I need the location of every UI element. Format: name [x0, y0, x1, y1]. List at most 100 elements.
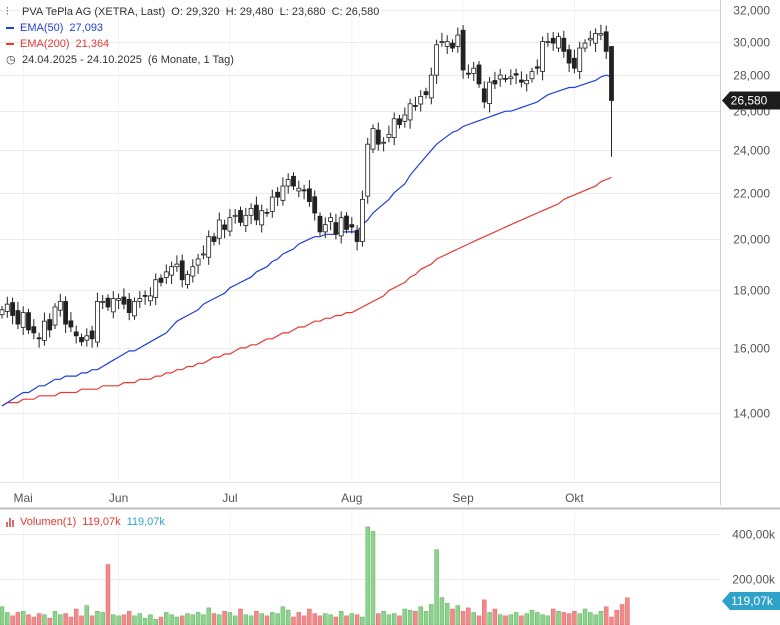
candle[interactable]: [582, 39, 588, 52]
candle[interactable]: [232, 209, 238, 224]
volume-bar[interactable]: [588, 612, 593, 625]
volume-bar[interactable]: [328, 614, 333, 625]
volume-bar[interactable]: [614, 609, 620, 625]
volume-bar[interactable]: [10, 615, 15, 625]
candle[interactable]: [428, 67, 434, 105]
candle[interactable]: [52, 303, 58, 329]
candle[interactable]: [444, 35, 450, 55]
volume-bar[interactable]: [344, 615, 349, 625]
volume-bar[interactable]: [535, 612, 540, 625]
candle[interactable]: [301, 184, 307, 200]
ema50-legend[interactable]: EMA(50) 27,093: [6, 20, 379, 36]
volume-bar[interactable]: [513, 612, 519, 625]
candle[interactable]: [359, 190, 365, 247]
candle[interactable]: [550, 31, 556, 51]
volume-bar[interactable]: [603, 606, 609, 625]
candle[interactable]: [0, 305, 5, 319]
volume-bar[interactable]: [487, 612, 492, 625]
volume-bar[interactable]: [31, 616, 37, 625]
volume-bar[interactable]: [227, 612, 233, 625]
candle[interactable]: [222, 219, 228, 239]
candle[interactable]: [375, 122, 381, 151]
candle[interactable]: [15, 301, 21, 330]
volume-bar[interactable]: [455, 605, 461, 625]
candle[interactable]: [513, 68, 519, 84]
candle[interactable]: [423, 87, 429, 99]
candle[interactable]: [195, 253, 201, 274]
candle[interactable]: [418, 90, 424, 112]
volume-bar[interactable]: [402, 608, 408, 625]
volume-bar[interactable]: [333, 616, 339, 625]
candle[interactable]: [386, 125, 392, 143]
candle[interactable]: [524, 74, 530, 92]
volume-bar[interactable]: [397, 615, 402, 625]
volume-bar[interactable]: [296, 612, 302, 625]
candle[interactable]: [540, 36, 545, 81]
volume-bar[interactable]: [280, 606, 286, 625]
volume-bar[interactable]: [0, 606, 5, 625]
candle[interactable]: [487, 77, 493, 113]
candle[interactable]: [397, 114, 402, 129]
volume-bar[interactable]: [201, 614, 206, 625]
volume-bar[interactable]: [111, 614, 116, 625]
volume-bar[interactable]: [248, 615, 254, 625]
candle[interactable]: [508, 69, 514, 86]
candle[interactable]: [344, 212, 349, 234]
candle[interactable]: [158, 274, 164, 287]
candle[interactable]: [126, 293, 132, 321]
candle[interactable]: [185, 270, 190, 289]
volume-bar[interactable]: [476, 615, 482, 625]
volume-bar[interactable]: [121, 614, 127, 625]
candle[interactable]: [460, 25, 466, 79]
candle[interactable]: [306, 180, 312, 207]
candle[interactable]: [556, 32, 561, 52]
volume-bar[interactable]: [58, 614, 63, 625]
volume-bar[interactable]: [100, 612, 105, 625]
candle[interactable]: [169, 261, 175, 284]
volume-bar[interactable]: [270, 612, 275, 625]
volume-bar[interactable]: [169, 614, 174, 625]
volume-bar[interactable]: [429, 604, 434, 625]
volume-bar[interactable]: [434, 549, 439, 625]
volume-bar[interactable]: [561, 612, 567, 625]
volume-bar[interactable]: [137, 613, 143, 625]
volume-bar[interactable]: [439, 597, 445, 625]
volume-bar[interactable]: [312, 613, 317, 625]
candle[interactable]: [238, 206, 243, 227]
volume-bar[interactable]: [598, 611, 604, 625]
candle[interactable]: [121, 288, 127, 310]
candle[interactable]: [365, 137, 371, 204]
candle[interactable]: [349, 217, 355, 234]
candle[interactable]: [566, 44, 572, 72]
volume-bar[interactable]: [26, 614, 31, 625]
volume-bar[interactable]: [460, 611, 466, 625]
candle[interactable]: [465, 64, 471, 79]
candle[interactable]: [338, 211, 344, 244]
candle[interactable]: [36, 332, 42, 348]
volume-bar[interactable]: [418, 606, 423, 625]
candle[interactable]: [407, 98, 413, 129]
volume-bar[interactable]: [89, 615, 95, 625]
volume-bar[interactable]: [423, 611, 429, 625]
candle[interactable]: [476, 61, 482, 88]
candle[interactable]: [291, 172, 296, 190]
candle[interactable]: [42, 312, 47, 346]
candle[interactable]: [497, 68, 503, 87]
candle[interactable]: [57, 293, 63, 317]
candle[interactable]: [519, 71, 524, 88]
volume-bar[interactable]: [73, 608, 79, 625]
candle[interactable]: [572, 49, 577, 74]
candle[interactable]: [227, 208, 233, 237]
candle[interactable]: [412, 96, 418, 111]
volume-bar[interactable]: [572, 611, 577, 625]
volume-bar[interactable]: [391, 613, 397, 625]
volume-bar[interactable]: [222, 611, 227, 625]
volume-bar[interactable]: [625, 597, 630, 625]
candle[interactable]: [253, 196, 259, 226]
candle[interactable]: [471, 61, 477, 82]
volume-bar[interactable]: [179, 615, 185, 625]
candle[interactable]: [116, 293, 121, 310]
candle[interactable]: [147, 287, 153, 306]
volume-bar[interactable]: [68, 616, 74, 625]
